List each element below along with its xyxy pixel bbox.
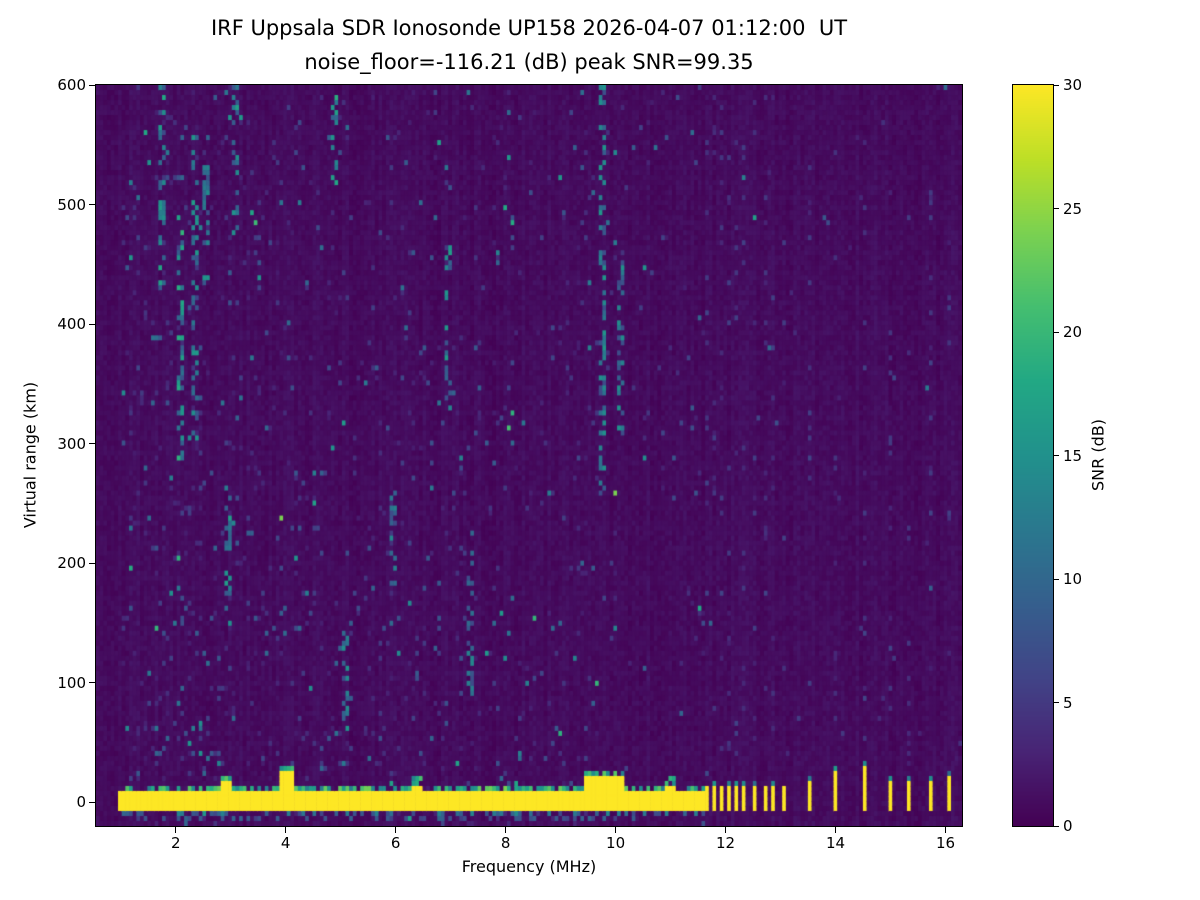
colorbar-tick-mark — [1054, 702, 1059, 703]
y-tick-label: 400 — [57, 315, 86, 334]
y-tick-label: 200 — [57, 554, 86, 573]
x-tick-mark — [395, 827, 397, 833]
y-tick-label: 100 — [57, 673, 86, 692]
y-tick-mark — [89, 682, 95, 684]
y-tick-label: 300 — [57, 434, 86, 453]
plot-area — [95, 84, 963, 827]
colorbar-tick-label: 15 — [1063, 446, 1083, 465]
y-tick-mark — [89, 562, 95, 564]
colorbar-tick-mark — [1054, 825, 1059, 827]
colorbar-tick-mark — [1054, 208, 1059, 209]
y-tick-label: 600 — [57, 76, 86, 94]
colorbar-tick-mark — [1054, 84, 1059, 86]
colorbar-tick-mark — [1054, 578, 1059, 580]
y-tick-label: 0 — [76, 793, 86, 812]
x-tick-label: 16 — [935, 834, 956, 852]
y-tick-label: 500 — [57, 195, 86, 214]
x-tick-label: 12 — [716, 834, 736, 852]
y-tick-mark — [89, 84, 95, 86]
x-axis-label: Frequency (MHz) — [461, 857, 597, 876]
colorbar-tick-mark — [1054, 455, 1059, 456]
x-tick-mark — [285, 827, 287, 833]
x-tick-label: 10 — [606, 834, 626, 852]
figure-title: IRF Uppsala SDR Ionosonde UP158 2026-04-… — [210, 16, 848, 40]
colorbar-tick-label: 25 — [1063, 199, 1083, 218]
y-tick-mark — [89, 323, 95, 325]
y-tick-mark — [89, 443, 95, 445]
colorbar — [1012, 84, 1054, 827]
colorbar-tick-label: 20 — [1063, 323, 1083, 341]
x-tick-mark — [505, 827, 507, 833]
ionogram-heatmap — [96, 85, 962, 826]
x-tick-mark — [945, 827, 946, 833]
colorbar-tick-label: 0 — [1063, 817, 1073, 835]
colorbar-tick-mark — [1054, 331, 1059, 333]
colorbar-tick-label: 10 — [1063, 570, 1083, 588]
x-tick-mark — [175, 827, 177, 833]
x-tick-label: 4 — [280, 834, 291, 852]
x-tick-label: 14 — [825, 834, 846, 852]
y-tick-mark — [89, 204, 95, 206]
x-tick-mark — [615, 827, 617, 833]
colorbar-gradient — [1013, 85, 1053, 826]
y-tick-mark — [89, 801, 95, 803]
x-tick-label: 6 — [390, 834, 401, 852]
x-tick-mark — [725, 827, 727, 833]
x-tick-mark — [835, 827, 837, 833]
figure-subtitle: noise_floor=-116.21 (dB) peak SNR=99.35 — [304, 50, 754, 74]
x-tick-label: 2 — [170, 834, 181, 852]
x-tick-label: 8 — [500, 834, 511, 852]
colorbar-tick-label: 5 — [1063, 693, 1073, 712]
y-axis-label: Virtual range (km) — [20, 381, 40, 529]
colorbar-tick-label: 30 — [1063, 76, 1083, 94]
